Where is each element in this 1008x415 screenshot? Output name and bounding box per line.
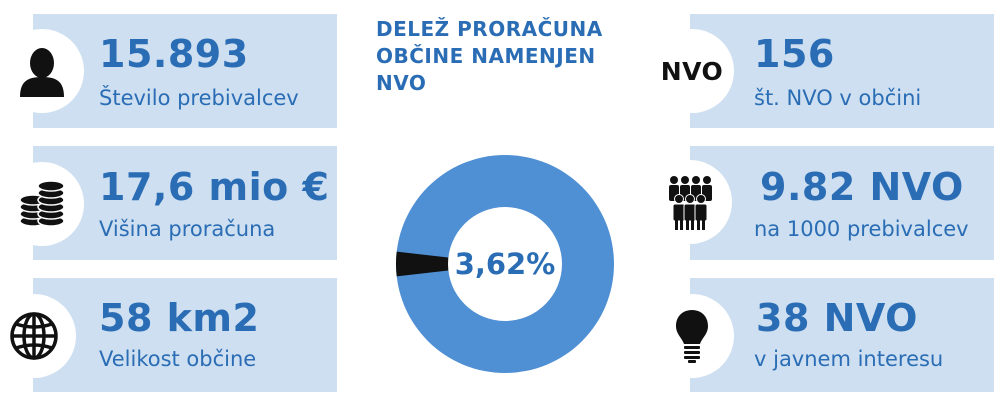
coins-icon	[19, 180, 65, 227]
donut-percent-label: 3,62%	[454, 247, 556, 281]
stat-value: 38 NVO	[756, 296, 918, 340]
stat-card-nvo-per-1000: 9.82 NVO na 1000 prebivalcev	[690, 146, 994, 260]
stat-label: št. NVO v občini	[754, 86, 922, 110]
donut-hole	[448, 207, 562, 321]
icon-badge	[0, 162, 84, 246]
stat-value: 9.82 NVO	[760, 165, 964, 209]
stat-value: 17,6 mio €	[99, 165, 330, 209]
icon-badge	[0, 294, 76, 378]
icon-badge	[648, 160, 732, 244]
stat-value: 156	[754, 32, 835, 76]
nvo-badge-icon: NVO	[660, 56, 724, 86]
lightbulb-icon	[676, 310, 708, 363]
globe-icon	[10, 312, 58, 360]
stat-card-public-interest: 38 NVO v javnem interesu	[690, 278, 994, 392]
donut-chart	[396, 155, 614, 373]
icon-badge	[650, 294, 734, 378]
people-group-icon	[669, 176, 712, 230]
icon-badge	[0, 29, 84, 113]
chart-title: DELEŽ PRORAČUNA OBČINE NAMENJEN NVO	[376, 17, 603, 95]
stat-label: na 1000 prebivalcev	[754, 217, 969, 241]
stat-label: Število prebivalcev	[99, 86, 299, 110]
stat-label: Višina proračuna	[99, 217, 276, 241]
stat-value: 15.893	[99, 32, 249, 76]
stat-value: 58 km2	[99, 296, 260, 340]
stat-card-nvo-count: 156 št. NVO v občini	[690, 14, 994, 128]
person-icon	[20, 48, 64, 97]
stat-label: v javnem interesu	[754, 347, 944, 371]
icon-badge: NVO	[650, 29, 734, 113]
stat-card-area: 58 km2 Velikost občine	[33, 278, 337, 392]
stat-card-budget: 17,6 mio € Višina proračuna	[33, 146, 337, 260]
stat-label: Velikost občine	[99, 347, 257, 371]
